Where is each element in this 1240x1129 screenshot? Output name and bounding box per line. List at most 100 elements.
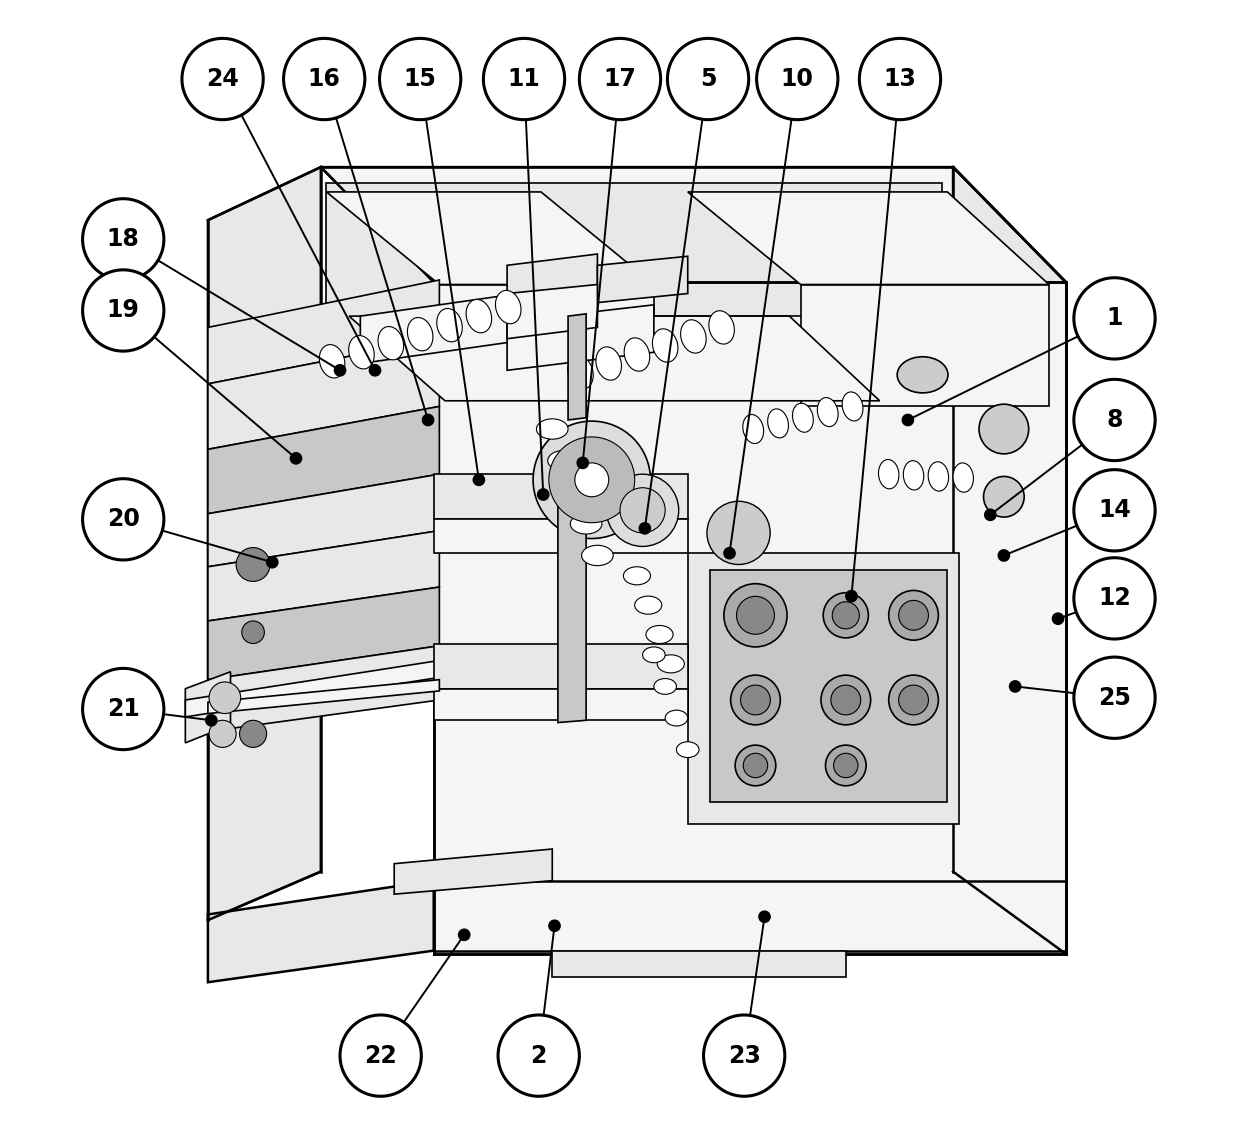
Circle shape — [579, 38, 661, 120]
Polygon shape — [434, 519, 688, 553]
Ellipse shape — [903, 461, 924, 490]
Text: 5: 5 — [699, 67, 717, 91]
Circle shape — [239, 720, 267, 747]
Ellipse shape — [665, 710, 688, 726]
Ellipse shape — [635, 596, 662, 614]
Circle shape — [182, 38, 263, 120]
Polygon shape — [507, 305, 653, 370]
Polygon shape — [208, 406, 439, 514]
Text: 8: 8 — [1106, 408, 1122, 432]
Ellipse shape — [466, 299, 491, 333]
Polygon shape — [434, 474, 688, 519]
Ellipse shape — [709, 310, 734, 344]
Circle shape — [498, 1015, 579, 1096]
Circle shape — [379, 38, 461, 120]
Circle shape — [724, 548, 735, 559]
Circle shape — [1074, 657, 1156, 738]
Text: 2: 2 — [531, 1043, 547, 1068]
Circle shape — [998, 550, 1009, 561]
Polygon shape — [434, 644, 688, 689]
Ellipse shape — [646, 625, 673, 644]
Text: 15: 15 — [404, 67, 436, 91]
Circle shape — [370, 365, 381, 376]
Ellipse shape — [642, 647, 665, 663]
Circle shape — [743, 753, 768, 778]
Circle shape — [538, 489, 549, 500]
Circle shape — [903, 414, 914, 426]
Text: 16: 16 — [308, 67, 341, 91]
Circle shape — [756, 38, 838, 120]
Circle shape — [1009, 681, 1021, 692]
Ellipse shape — [954, 463, 973, 492]
Circle shape — [335, 365, 346, 376]
Circle shape — [206, 715, 217, 726]
Ellipse shape — [792, 403, 813, 432]
Circle shape — [740, 685, 770, 715]
Circle shape — [577, 457, 589, 469]
Polygon shape — [439, 285, 653, 384]
Ellipse shape — [582, 545, 614, 566]
Polygon shape — [208, 167, 321, 920]
Polygon shape — [208, 587, 439, 680]
Polygon shape — [598, 256, 688, 303]
Circle shape — [290, 453, 301, 464]
Text: 1: 1 — [1106, 306, 1122, 331]
Text: 22: 22 — [365, 1043, 397, 1068]
Circle shape — [826, 745, 866, 786]
Circle shape — [459, 929, 470, 940]
Ellipse shape — [624, 567, 651, 585]
Circle shape — [707, 501, 770, 564]
Circle shape — [83, 199, 164, 280]
Ellipse shape — [568, 356, 593, 390]
Ellipse shape — [878, 460, 899, 489]
Circle shape — [1074, 278, 1156, 359]
Ellipse shape — [496, 290, 521, 324]
Polygon shape — [552, 951, 846, 977]
Circle shape — [83, 668, 164, 750]
Circle shape — [859, 38, 941, 120]
Ellipse shape — [652, 329, 678, 362]
Polygon shape — [348, 316, 879, 401]
Circle shape — [1074, 379, 1156, 461]
Text: 13: 13 — [884, 67, 916, 91]
Ellipse shape — [653, 679, 677, 694]
Text: 20: 20 — [107, 507, 140, 532]
Ellipse shape — [378, 326, 403, 360]
Circle shape — [484, 38, 564, 120]
Polygon shape — [434, 689, 688, 720]
Circle shape — [832, 602, 859, 629]
Polygon shape — [434, 282, 1066, 954]
Polygon shape — [208, 339, 439, 449]
Polygon shape — [558, 472, 587, 723]
Text: 21: 21 — [107, 697, 140, 721]
Circle shape — [423, 414, 434, 426]
Polygon shape — [711, 570, 947, 802]
Polygon shape — [321, 167, 1066, 282]
Ellipse shape — [898, 357, 947, 393]
Text: 24: 24 — [206, 67, 239, 91]
Circle shape — [821, 675, 870, 725]
Ellipse shape — [596, 347, 621, 380]
Circle shape — [833, 753, 858, 778]
Polygon shape — [801, 285, 1049, 406]
Text: 12: 12 — [1099, 586, 1131, 611]
Circle shape — [985, 509, 996, 520]
Circle shape — [823, 593, 868, 638]
Circle shape — [899, 685, 929, 715]
Circle shape — [1074, 558, 1156, 639]
Ellipse shape — [681, 320, 706, 353]
Text: 17: 17 — [604, 67, 636, 91]
Ellipse shape — [817, 397, 838, 427]
Polygon shape — [954, 167, 1066, 954]
Ellipse shape — [537, 419, 568, 439]
Polygon shape — [208, 881, 434, 982]
Polygon shape — [507, 285, 598, 339]
Polygon shape — [568, 314, 587, 420]
Ellipse shape — [624, 338, 650, 371]
Text: 18: 18 — [107, 227, 140, 252]
Circle shape — [340, 1015, 422, 1096]
Polygon shape — [185, 660, 439, 717]
Polygon shape — [688, 192, 1049, 285]
Polygon shape — [507, 254, 598, 305]
Polygon shape — [394, 849, 552, 894]
